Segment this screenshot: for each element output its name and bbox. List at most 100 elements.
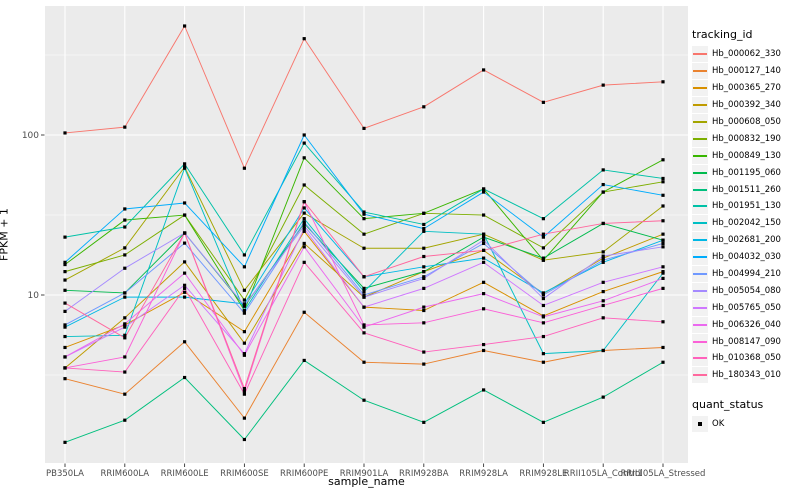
data-point xyxy=(661,245,665,249)
data-point xyxy=(302,227,306,231)
data-point xyxy=(601,280,605,284)
data-point xyxy=(601,299,605,303)
data-point xyxy=(482,235,486,239)
data-point xyxy=(661,265,665,269)
data-point xyxy=(242,330,246,334)
legend-item: Hb_000849_130 xyxy=(692,147,798,164)
data-point xyxy=(541,246,545,250)
data-point xyxy=(362,360,366,364)
legend-item-label: Hb_005765_050 xyxy=(712,302,781,313)
data-point xyxy=(601,260,605,264)
data-point xyxy=(242,303,246,308)
data-point xyxy=(63,377,67,381)
legend-line-swatch xyxy=(693,188,707,191)
data-point xyxy=(183,231,187,235)
data-point xyxy=(63,325,67,329)
data-point xyxy=(63,440,67,444)
data-point xyxy=(362,293,366,297)
data-point xyxy=(302,206,306,210)
data-point xyxy=(63,278,67,282)
data-point xyxy=(242,311,246,315)
data-point xyxy=(482,348,486,353)
legend: tracking_id Hb_000062_330 Hb_000127_140 Hb… xyxy=(692,24,798,433)
data-point xyxy=(482,342,486,347)
legend-item: Hb_001511_260 xyxy=(692,181,798,198)
legend-line-swatch xyxy=(693,222,707,225)
data-point xyxy=(362,290,366,294)
data-point xyxy=(302,220,306,224)
data-point xyxy=(422,350,426,354)
data-point xyxy=(482,190,486,194)
data-point xyxy=(302,229,306,233)
legend-key-box xyxy=(692,316,708,333)
legend-item: Hb_000832_190 xyxy=(692,130,798,147)
legend-key-box xyxy=(692,416,708,433)
legend-key-box xyxy=(692,130,708,147)
data-point xyxy=(541,303,545,308)
data-point xyxy=(422,227,426,231)
data-point xyxy=(482,280,486,284)
data-point xyxy=(183,213,187,217)
legend-item-label: Hb_000608_050 xyxy=(712,117,781,127)
legend-item: Hb_005054_080 xyxy=(692,282,798,299)
x-tick-label: RRIM928BA xyxy=(399,469,449,479)
data-point xyxy=(422,222,426,227)
data-point xyxy=(183,260,187,264)
legend-item-label: Hb_008147_090 xyxy=(712,336,781,347)
data-point xyxy=(123,392,127,396)
data-point xyxy=(183,24,187,28)
legend-key-box xyxy=(692,198,708,215)
data-point xyxy=(123,253,127,257)
legend-item: Hb_000127_140 xyxy=(692,63,798,80)
data-point xyxy=(183,375,187,380)
data-point xyxy=(362,232,366,236)
data-point xyxy=(661,345,665,350)
legend-line-swatch xyxy=(693,137,707,140)
data-point xyxy=(183,295,187,299)
data-point xyxy=(63,323,67,327)
data-point xyxy=(362,286,366,290)
data-point xyxy=(362,210,366,214)
x-tick-label: RRIM600LA xyxy=(100,469,149,479)
data-point xyxy=(302,141,306,145)
data-point xyxy=(362,295,366,299)
data-point xyxy=(541,321,545,325)
data-point xyxy=(63,345,67,350)
legend-key-box xyxy=(692,63,708,80)
data-point xyxy=(601,290,605,294)
data-point xyxy=(123,295,127,299)
legend-item: Hb_008147_090 xyxy=(692,333,798,350)
legend-item-label: Hb_001951_130 xyxy=(712,201,781,212)
data-point xyxy=(422,254,426,259)
legend-item-label: OK xyxy=(712,419,725,430)
data-point xyxy=(482,187,486,191)
legend-item-label: Hb_180343_010 xyxy=(712,370,781,381)
legend-item-label: Hb_001195_060 xyxy=(712,167,781,178)
data-point xyxy=(661,276,665,280)
data-point xyxy=(362,246,366,250)
data-point xyxy=(422,321,426,325)
y-axis-title: FPKM + 1 xyxy=(0,208,11,261)
data-point xyxy=(242,437,246,442)
legend-line-swatch xyxy=(693,306,707,309)
data-point xyxy=(422,229,426,233)
data-point xyxy=(242,308,246,313)
data-point xyxy=(362,331,366,335)
y-tick-label: 100 xyxy=(22,131,39,141)
data-point xyxy=(661,219,665,223)
data-point xyxy=(63,301,67,305)
data-point xyxy=(302,156,306,160)
legend-quant-status-block: quant_status OK xyxy=(692,398,798,433)
legend-item-label: Hb_010368_050 xyxy=(712,353,781,364)
legend-item: Hb_004994_210 xyxy=(692,266,798,283)
data-point xyxy=(482,388,486,392)
data-point xyxy=(183,340,187,344)
data-point xyxy=(63,288,67,292)
data-point xyxy=(422,420,426,424)
data-point xyxy=(541,296,545,301)
data-point xyxy=(482,213,486,217)
data-point xyxy=(601,254,605,258)
data-point xyxy=(601,258,605,262)
data-point xyxy=(123,418,127,422)
